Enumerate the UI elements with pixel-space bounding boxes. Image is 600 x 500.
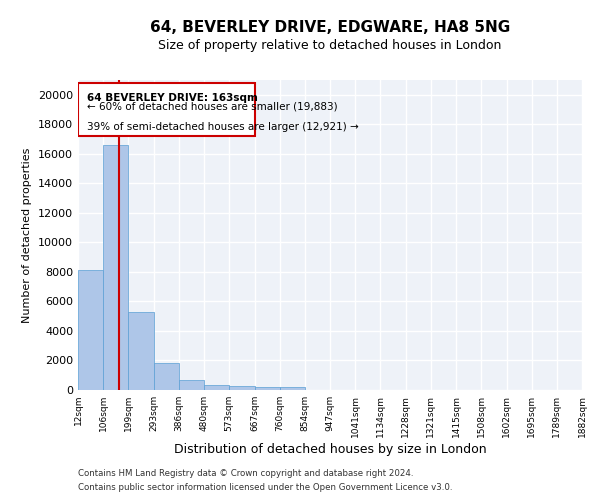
Text: 64 BEVERLEY DRIVE: 163sqm: 64 BEVERLEY DRIVE: 163sqm xyxy=(87,92,258,102)
Text: Contains public sector information licensed under the Open Government Licence v3: Contains public sector information licen… xyxy=(78,484,452,492)
Bar xyxy=(204,385,229,390)
Bar xyxy=(280,388,305,390)
Bar xyxy=(103,145,128,390)
Bar xyxy=(154,362,179,390)
Text: 39% of semi-detached houses are larger (12,921) →: 39% of semi-detached houses are larger (… xyxy=(87,122,359,132)
Text: Contains HM Land Registry data © Crown copyright and database right 2024.: Contains HM Land Registry data © Crown c… xyxy=(78,468,413,477)
Title: Size of property relative to detached houses in London: Size of property relative to detached ho… xyxy=(158,40,502,52)
Text: 64, BEVERLEY DRIVE, EDGWARE, HA8 5NG: 64, BEVERLEY DRIVE, EDGWARE, HA8 5NG xyxy=(150,20,510,35)
Bar xyxy=(179,380,204,390)
FancyBboxPatch shape xyxy=(78,83,254,136)
X-axis label: Distribution of detached houses by size in London: Distribution of detached houses by size … xyxy=(173,442,487,456)
Text: ← 60% of detached houses are smaller (19,883): ← 60% of detached houses are smaller (19… xyxy=(87,102,337,112)
Bar xyxy=(78,270,103,390)
Bar xyxy=(254,387,280,390)
Bar xyxy=(229,386,254,390)
Y-axis label: Number of detached properties: Number of detached properties xyxy=(22,148,32,322)
Bar xyxy=(128,312,154,390)
